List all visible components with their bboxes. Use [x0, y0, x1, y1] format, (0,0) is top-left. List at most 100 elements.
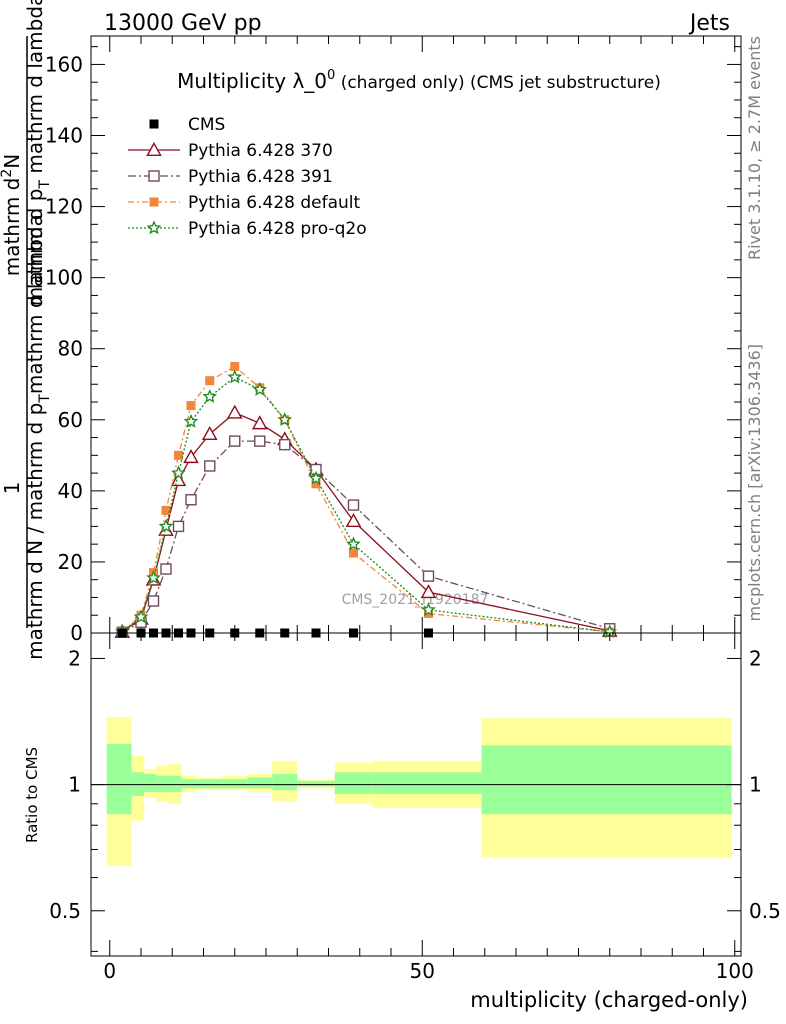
ratio-band-inner [181, 779, 198, 789]
data-point-pq2o [146, 570, 161, 585]
ratio-y-axis-label: Ratio to CMS [23, 747, 41, 843]
x-axis-label: multiplicity (charged-only) [470, 988, 748, 1012]
data-point-pdefault [230, 361, 240, 371]
data-point-pq2o [277, 412, 293, 427]
legend-label-pdefault: Pythia 6.428 default [188, 193, 361, 213]
plot-title: Multiplicity λ_00 (charged only) (CMS je… [177, 68, 661, 93]
ratio-band-inner [272, 774, 298, 791]
data-point-p391 [279, 438, 291, 451]
data-point-p370 [183, 449, 199, 464]
data-point-pdefault [174, 450, 183, 460]
legend-item-cms: CMS [149, 115, 225, 135]
ratio-band-inner [144, 774, 157, 793]
ratio-band-inner [481, 745, 732, 815]
ratio-band-inner [372, 772, 482, 794]
ratio-band-inner [156, 775, 170, 793]
main-axis-ticks: 0 20 40 60 80 100 120 140 160 [45, 36, 741, 645]
data-point-pdefault [205, 376, 215, 386]
data-point-pq2o [202, 389, 218, 403]
ratio-band-inner [169, 775, 182, 793]
ratio-y-tick-label-right: 0.5 [749, 899, 781, 923]
legend-item-p391: Pythia 6.428 391 [128, 167, 333, 187]
data-point-p391 [422, 570, 435, 582]
ratio-y-tick-label-right: 1 [749, 773, 762, 797]
ratio-band-inner [247, 777, 273, 789]
data-point-pq2o [421, 602, 436, 617]
data-point-pq2o [133, 609, 149, 624]
ratio-band-inner [222, 779, 248, 789]
legend-marker-p391 [148, 170, 160, 182]
ratio-band-inner [131, 772, 145, 796]
series-line-pq2o [121, 376, 610, 633]
legend-marker-cms [149, 119, 159, 129]
data-point-pq2o [158, 518, 174, 533]
data-point-p370 [251, 415, 268, 430]
data-point-pdefault [311, 479, 321, 489]
data-point-pq2o [308, 470, 324, 485]
mcplots-side-label: mcplots.cern.ch [arXiv:1306.3436] [745, 344, 764, 621]
ratio-y-tick-label: 0.5 [49, 899, 81, 923]
main-y-tick-label: 0 [70, 621, 83, 645]
ratio-y-tick-label: 2 [68, 646, 81, 670]
legend-marker-pq2o [146, 220, 162, 235]
legend-label-p370: Pythia 6.428 370 [188, 141, 333, 161]
x-tick-label: 0 [103, 959, 116, 983]
ratio-y-tick-label-right: 2 [749, 646, 762, 670]
data-point-p370 [170, 472, 187, 487]
main-y-tick-label: 80 [58, 337, 83, 361]
series-line-pdefault [121, 365, 610, 633]
data-point-pdefault [424, 608, 433, 618]
main-y-tick-label: 40 [58, 479, 83, 503]
watermark: CMS_2021_I1920187 [342, 592, 489, 608]
ratio-band-inner [106, 743, 132, 815]
data-point-p391 [204, 460, 216, 472]
ratio-band-inner [334, 772, 373, 794]
legend-item-pdefault: Pythia 6.428 default [128, 193, 361, 213]
ylabel-den: mathrm d pT mathrm d lambda [23, 0, 53, 306]
legend-item-pq2o: Pythia 6.428 pro-q2o [128, 219, 367, 239]
data-point-p370 [420, 584, 437, 599]
main-y-tick-label: 20 [58, 550, 83, 574]
data-point-p391 [347, 499, 360, 511]
ratio-bands [91, 716, 741, 866]
legend-label-cms: CMS [188, 115, 225, 135]
data-point-pdefault [349, 548, 358, 558]
ylabel-top: 1 [0, 482, 24, 495]
data-point-pq2o [346, 536, 361, 551]
data-point-p391 [185, 494, 197, 506]
data-point-pq2o [183, 413, 199, 428]
legend-label-p391: Pythia 6.428 391 [188, 167, 333, 187]
header-left: 13000 GeV pp [104, 11, 262, 36]
header-right: Jets [688, 11, 730, 36]
ylabel-num: mathrm d2N [0, 154, 24, 277]
main-y-tick-label: 100 [45, 266, 83, 290]
main-y-tick-label: 160 [45, 52, 83, 76]
data-point-p391 [254, 435, 266, 447]
legend-item-p370: Pythia 6.428 370 [128, 141, 333, 161]
ratio-frame [90, 632, 742, 957]
series-pq2o [114, 369, 618, 639]
ratio-plot: 0.5 0.5 1 1 2 2 0 50 100 Ratio to CMS multiplici… [23, 632, 781, 1012]
data-point-pdefault [186, 401, 196, 411]
ratio-y-tick-label: 1 [68, 773, 81, 797]
x-tick-label: 100 [716, 959, 754, 983]
legend-marker-pdefault [149, 197, 159, 207]
legend: CMS Pythia 6.428 370 Pythia 6.428 391 Pythi… [128, 115, 367, 239]
main-y-tick-label: 120 [45, 195, 83, 219]
data-point-p391 [147, 595, 160, 607]
main-y-tick-label: 140 [45, 124, 83, 148]
main-y-tick-label: 60 [58, 408, 83, 432]
main-y-axis-label: 1 mathrm d N / mathrm d pTmathrm d lambd… [0, 0, 53, 660]
data-point-p391 [172, 520, 185, 533]
x-tick-label: 50 [410, 959, 435, 983]
data-point-p391 [229, 435, 241, 447]
data-point-p391 [160, 563, 172, 575]
data-point-pq2o [227, 369, 243, 384]
data-point-pq2o [252, 381, 268, 396]
legend-label-pq2o: Pythia 6.428 pro-q2o [188, 219, 367, 239]
data-point-pdefault [161, 505, 171, 515]
data-point-p370 [226, 404, 243, 419]
data-point-p370 [201, 425, 218, 440]
